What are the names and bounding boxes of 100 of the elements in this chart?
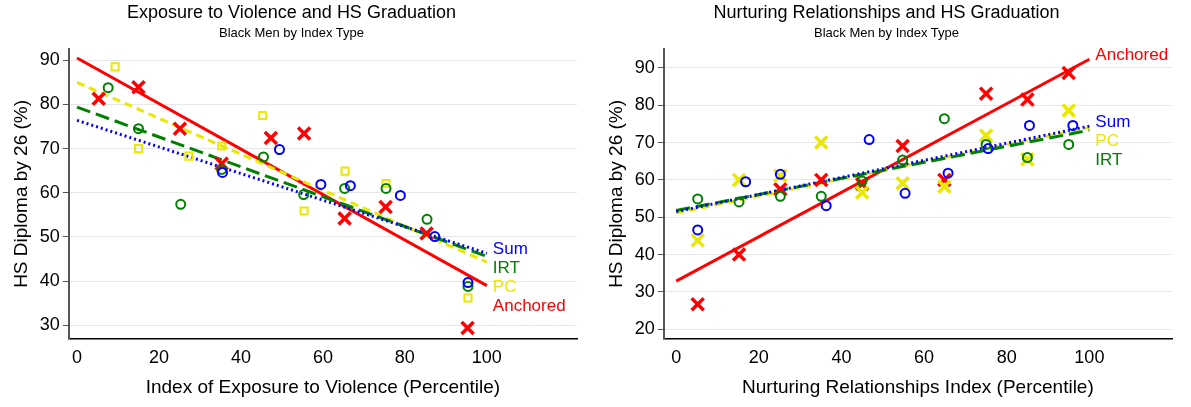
y-tick-label: 20	[634, 318, 655, 339]
point	[462, 276, 474, 288]
point	[942, 167, 954, 179]
point	[110, 62, 120, 72]
y-tick-label: 30	[634, 280, 655, 301]
point	[263, 130, 279, 146]
point	[813, 172, 829, 188]
y-tick-label: 90	[39, 49, 60, 70]
point	[172, 120, 188, 137]
point	[692, 193, 704, 205]
y-tick-label: 50	[39, 225, 60, 246]
y-tick-label: 70	[39, 137, 60, 158]
point	[175, 198, 187, 210]
point	[813, 134, 829, 151]
point	[774, 190, 786, 202]
point	[340, 166, 350, 176]
x-tick-label: 20	[148, 347, 169, 368]
x-tick-label: 100	[1074, 347, 1105, 368]
point	[1019, 91, 1036, 108]
y-tick-label: 90	[634, 56, 655, 77]
point	[217, 141, 227, 151]
point	[429, 231, 441, 243]
point	[421, 213, 433, 225]
x-tick-label: 60	[914, 347, 935, 368]
x-tick-label: 40	[230, 347, 251, 368]
y-tick-label: 60	[39, 181, 60, 202]
x-tick-label: 20	[748, 347, 769, 368]
chart-title: Exposure to Violence and HS Graduation	[127, 1, 456, 22]
y-tick-label: 60	[634, 168, 655, 189]
point	[1063, 138, 1075, 150]
chart-title: Nurturing Relationships and HS Graduation	[713, 1, 1060, 22]
y-axis-title: HS Diploma by 26 (%)	[604, 99, 626, 288]
series-label: Anchored	[1095, 44, 1169, 64]
point	[692, 224, 704, 236]
y-axis-title: HS Diploma by 26 (%)	[9, 99, 31, 288]
point	[978, 127, 994, 144]
point	[689, 296, 706, 313]
point	[394, 189, 406, 201]
point	[689, 232, 706, 249]
point	[899, 187, 911, 199]
x-tick-label: 100	[471, 347, 502, 368]
point	[894, 138, 911, 154]
point	[377, 199, 394, 215]
point	[854, 184, 870, 201]
point	[1067, 119, 1079, 131]
point	[339, 182, 351, 194]
x-tick-label: 0	[72, 347, 83, 368]
x-tick-label: 60	[312, 347, 333, 368]
chart-subtitle: Black Men by Index Type	[218, 24, 365, 40]
y-tick-label: 40	[634, 243, 655, 264]
point	[459, 320, 476, 336]
point	[774, 168, 786, 180]
y-tick-label: 70	[634, 131, 655, 152]
series-label: IRT	[492, 258, 520, 278]
x-tick-label: 40	[831, 347, 852, 368]
series-label: IRT	[1095, 149, 1123, 169]
point	[298, 189, 310, 201]
point	[344, 180, 356, 192]
point	[982, 143, 994, 155]
series-label: Anchored	[492, 296, 566, 316]
point	[980, 138, 992, 150]
point	[133, 144, 144, 154]
series-label: Sum	[492, 239, 528, 259]
point	[336, 210, 353, 227]
point	[863, 134, 875, 146]
point	[102, 82, 114, 94]
point	[315, 178, 327, 190]
y-tick-label: 40	[39, 270, 60, 291]
point	[731, 246, 747, 263]
point	[381, 178, 391, 189]
x-axis-title: Index of Exposure to Violence (Percentile)	[145, 375, 501, 397]
point	[856, 175, 868, 187]
point	[978, 85, 994, 102]
x-axis-title: Nurturing Relationships Index (Percentile)	[742, 375, 1094, 397]
point	[273, 144, 285, 155]
point	[1060, 102, 1077, 119]
series-label: Sum	[1095, 111, 1131, 131]
point	[740, 176, 752, 188]
point	[463, 293, 473, 303]
point	[184, 151, 194, 161]
series-label: PC	[1095, 130, 1119, 150]
x-tick-label: 0	[671, 347, 682, 368]
y-tick-label: 30	[39, 314, 60, 335]
point	[257, 151, 269, 163]
y-tick-label: 50	[634, 206, 655, 227]
point	[132, 123, 144, 135]
point	[894, 175, 911, 192]
x-tick-label: 80	[394, 347, 415, 368]
y-tick-label: 80	[39, 93, 60, 114]
series-label: PC	[492, 277, 517, 297]
y-tick-label: 80	[634, 94, 655, 115]
point	[938, 113, 950, 125]
point	[815, 190, 827, 202]
point	[733, 196, 745, 208]
point	[130, 79, 147, 95]
point	[296, 125, 312, 142]
point	[1023, 119, 1035, 131]
point	[299, 206, 309, 216]
point	[90, 90, 107, 107]
chart-subtitle: Black Men by Index Type	[813, 24, 960, 40]
